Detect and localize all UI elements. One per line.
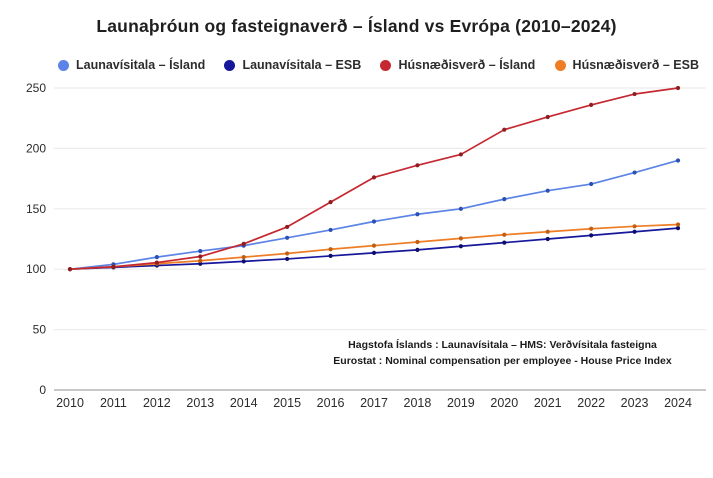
data-point-marker bbox=[589, 181, 594, 187]
data-point-marker bbox=[198, 261, 203, 266]
x-axis-tick-label: 2024 bbox=[664, 396, 692, 410]
data-point-marker bbox=[589, 102, 594, 108]
data-point-marker bbox=[632, 91, 637, 97]
y-axis-tick-label: 0 bbox=[39, 383, 46, 397]
data-point-marker bbox=[675, 226, 681, 231]
data-point-marker bbox=[415, 239, 420, 245]
legend-marker-icon bbox=[380, 59, 392, 71]
data-point-marker bbox=[198, 258, 203, 263]
data-point-marker bbox=[371, 243, 377, 248]
data-point-marker bbox=[328, 247, 333, 252]
data-point-marker bbox=[371, 175, 377, 180]
data-point-marker bbox=[328, 200, 333, 205]
source-note-line1: Hagstofa Íslands : Launavísitala – HMS: … bbox=[348, 339, 657, 351]
data-point-marker bbox=[198, 254, 203, 259]
x-axis-tick-label: 2013 bbox=[186, 396, 214, 410]
y-axis-tick-label: 100 bbox=[26, 262, 46, 276]
data-point-marker bbox=[285, 251, 290, 256]
data-point-marker bbox=[675, 158, 681, 163]
data-point-marker bbox=[111, 264, 116, 269]
data-point-marker bbox=[285, 224, 290, 230]
legend-label: Húsnæðisverð – ESB bbox=[572, 58, 699, 72]
data-point-marker bbox=[632, 224, 637, 229]
data-point-marker bbox=[154, 255, 159, 260]
data-point-marker bbox=[415, 163, 420, 168]
x-axis-tick-label: 2010 bbox=[56, 396, 84, 410]
data-point-marker bbox=[241, 241, 246, 246]
x-axis-tick-label: 2016 bbox=[317, 396, 345, 410]
x-axis-tick-label: 2020 bbox=[490, 396, 518, 410]
data-point-marker bbox=[285, 256, 290, 262]
y-axis-tick-label: 50 bbox=[33, 323, 47, 337]
data-point-marker bbox=[502, 127, 507, 132]
data-point-marker bbox=[154, 260, 159, 265]
source-note: Hagstofa Íslands : Launavísitala – HMS: … bbox=[330, 338, 675, 370]
data-point-marker bbox=[589, 233, 594, 238]
data-point-marker bbox=[328, 253, 333, 259]
data-point-marker bbox=[458, 206, 463, 211]
data-point-marker bbox=[675, 222, 681, 227]
data-point-marker bbox=[198, 248, 203, 254]
data-point-marker bbox=[458, 236, 463, 241]
legend-label: Launavísitala – Ísland bbox=[76, 58, 206, 72]
x-axis-tick-label: 2023 bbox=[621, 396, 649, 410]
legend-item-husnaedisverd-island: Húsnæðisverð – Ísland bbox=[380, 58, 535, 72]
data-point-marker bbox=[371, 219, 377, 224]
y-axis-tick-label: 250 bbox=[26, 81, 46, 95]
chart-legend: Launavísitala – Ísland Launavísitala – E… bbox=[58, 58, 699, 72]
x-axis-tick-label: 2017 bbox=[360, 396, 388, 410]
x-axis-tick-label: 2019 bbox=[447, 396, 475, 410]
x-axis-tick-label: 2021 bbox=[534, 396, 562, 410]
data-point-marker bbox=[675, 85, 681, 91]
data-point-marker bbox=[502, 240, 507, 245]
data-point-marker bbox=[589, 226, 594, 231]
data-point-marker bbox=[415, 247, 420, 252]
source-note-line2: Eurostat : Nominal compensation per empl… bbox=[333, 354, 672, 367]
data-point-marker bbox=[545, 229, 550, 234]
x-axis-tick-label: 2014 bbox=[230, 396, 258, 410]
data-point-marker bbox=[545, 188, 550, 193]
data-point-marker bbox=[632, 170, 637, 175]
legend-item-launavisitala-island: Launavísitala – Ísland bbox=[58, 58, 205, 72]
x-axis-tick-label: 2011 bbox=[100, 396, 127, 410]
data-point-marker bbox=[632, 229, 637, 234]
chart-title: Launaþróun og fasteignaverð – Ísland vs … bbox=[96, 16, 617, 36]
data-point-marker bbox=[545, 114, 550, 120]
x-axis-tick-label: 2015 bbox=[273, 396, 301, 410]
x-axis-tick-label: 2022 bbox=[577, 396, 605, 410]
data-point-marker bbox=[241, 255, 246, 260]
data-point-marker bbox=[458, 152, 463, 157]
legend-label: Húsnæðisverð – Ísland bbox=[398, 58, 536, 72]
data-point-marker bbox=[545, 236, 550, 242]
y-axis-tick-label: 150 bbox=[26, 202, 46, 216]
data-point-marker bbox=[67, 267, 73, 272]
data-point-marker bbox=[415, 212, 420, 217]
legend-item-husnaedisverd-esb: Húsnæðisverð – ESB bbox=[554, 58, 699, 72]
data-point-marker bbox=[371, 250, 377, 255]
legend-marker-icon bbox=[554, 59, 566, 71]
data-point-marker bbox=[241, 259, 246, 264]
data-point-marker bbox=[328, 227, 333, 233]
legend-marker-icon bbox=[58, 59, 69, 71]
y-axis-tick-label: 200 bbox=[26, 141, 46, 155]
x-axis-tick-label: 2012 bbox=[143, 396, 171, 410]
data-point-marker bbox=[458, 244, 463, 249]
x-axis-tick-label: 2018 bbox=[404, 396, 432, 410]
data-point-marker bbox=[502, 197, 507, 202]
legend-label: Launavísitala – ESB bbox=[242, 58, 362, 72]
data-point-marker bbox=[502, 232, 507, 237]
data-point-marker bbox=[285, 235, 290, 240]
legend-item-launavisitala-esb: Launavísitala – ESB bbox=[224, 58, 361, 72]
legend-marker-icon bbox=[224, 59, 236, 71]
